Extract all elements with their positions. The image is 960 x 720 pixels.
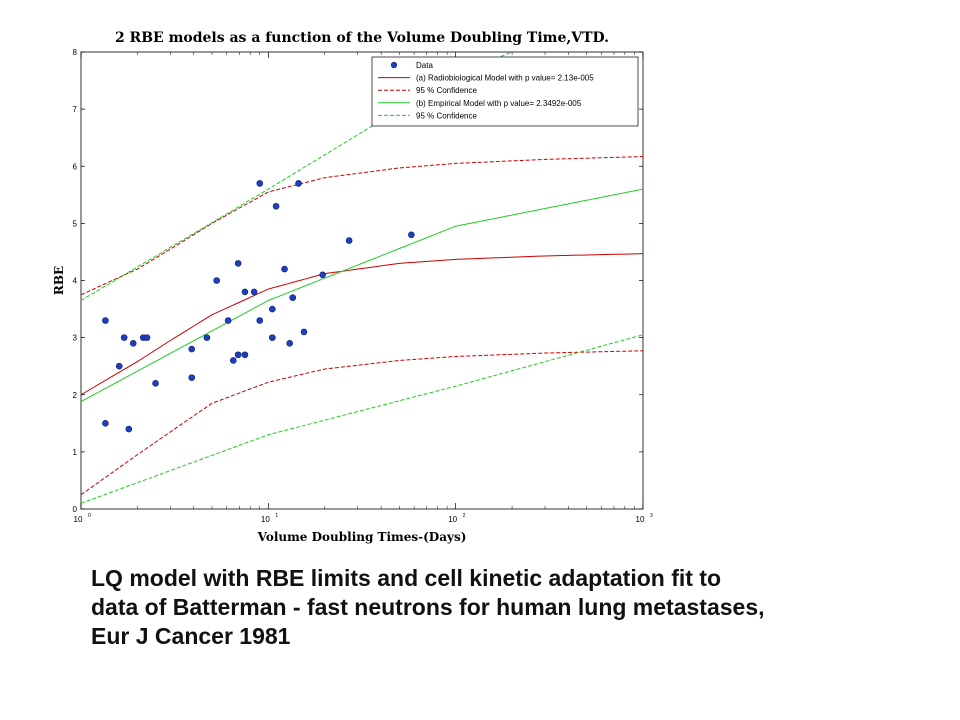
data-point [213, 277, 220, 284]
data-point [152, 380, 159, 387]
y-tick-label: 7 [73, 105, 78, 114]
legend-marker [390, 61, 398, 69]
y-tick-label: 1 [73, 448, 78, 457]
y-tick-label: 2 [73, 391, 78, 400]
y-tick-label: 3 [73, 334, 78, 343]
y-axis-label: RBE [52, 266, 66, 295]
data-point [345, 237, 353, 244]
y-tick-label: 8 [73, 48, 78, 57]
legend-label: 95 % Confidence [416, 86, 477, 95]
data-point [203, 334, 211, 341]
data-point [250, 288, 258, 296]
plot-area [80, 51, 644, 510]
data-point [143, 334, 151, 341]
x-tick-label: 10 [636, 515, 645, 524]
data-point [281, 265, 288, 273]
chart-title: 2 RBE models as a function of the Volume… [115, 30, 609, 46]
data-point [319, 271, 326, 279]
x-tick-label: 10 [74, 515, 83, 524]
x-tick-exponent: 3 [650, 513, 653, 519]
series-line-2 [81, 350, 643, 496]
caption-line-1: LQ model with RBE limits and cell kineti… [91, 565, 722, 591]
curves [81, 52, 643, 504]
data-point [295, 180, 302, 187]
data-point [272, 202, 280, 210]
legend-box [371, 56, 639, 127]
legend-label: (a) Radiobiological Model with p value= … [416, 74, 594, 83]
legend-label: (b) Empirical Model with p value= 2.3492… [416, 99, 582, 108]
legend: Data (a) Radiobiological Model with p val… [371, 56, 639, 127]
data-point [120, 334, 128, 341]
y-tick-label: 0 [73, 505, 78, 514]
data-point [234, 260, 242, 267]
series-line-1 [81, 156, 643, 296]
data-point [408, 231, 415, 239]
x-tick-label: 10 [261, 515, 270, 524]
x-axis-label: Volume Doubling Times-(Days) [257, 530, 467, 544]
caption-line-3: Eur J Cancer 1981 [91, 623, 291, 649]
caption-line-2: data of Batterman - fast neutrons for hu… [91, 594, 765, 620]
data-point [241, 351, 249, 359]
y-tick-label: 6 [73, 162, 78, 171]
data-point [256, 317, 264, 324]
data-point [289, 294, 297, 301]
series-line-5 [81, 334, 643, 504]
data-point [269, 305, 276, 313]
x-tick-exponent: 0 [88, 513, 91, 519]
series-line-3 [81, 188, 643, 403]
data-point [224, 317, 232, 324]
rbe-chart: 2 RBE models as a function of the Volume… [52, 30, 653, 544]
legend-label: Data [416, 61, 433, 70]
data-point [102, 317, 109, 324]
data-point [115, 362, 123, 370]
data-point [125, 425, 133, 433]
data-point [269, 334, 276, 341]
data-point [234, 351, 242, 359]
data-point [188, 345, 196, 353]
y-tick-label: 4 [73, 277, 78, 286]
x-tick-exponent: 2 [463, 513, 466, 519]
data-point [286, 340, 293, 347]
slide-caption: LQ model with RBE limits and cell kineti… [91, 564, 951, 651]
data-point [129, 340, 137, 347]
data-point [256, 180, 264, 187]
data-point [241, 288, 249, 296]
data-point [300, 328, 308, 336]
series-line-0 [81, 253, 643, 396]
y-tick-label: 5 [73, 219, 78, 228]
data-point [229, 357, 237, 364]
legend-label: 95 % Confidence [416, 111, 477, 120]
x-tick-exponent: 1 [275, 513, 278, 519]
data-point [188, 374, 196, 381]
x-tick-label: 10 [448, 515, 457, 524]
data-point [102, 420, 109, 427]
